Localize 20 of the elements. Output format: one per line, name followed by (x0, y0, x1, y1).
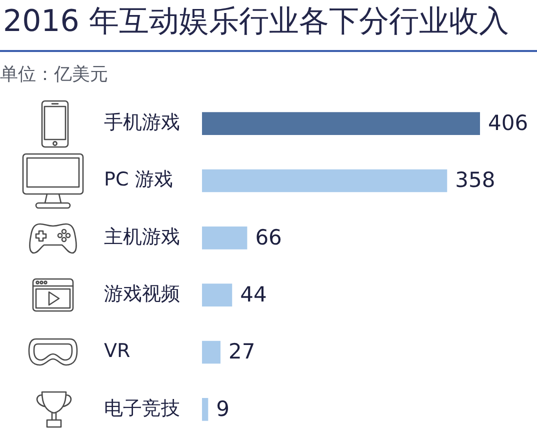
data-label: 358 (455, 168, 496, 192)
data-label: 44 (240, 282, 267, 307)
y-tick-label: 主机游戏 (104, 226, 180, 248)
data-label: 406 (488, 111, 528, 136)
y-tick-label: PC 游戏 (104, 168, 173, 191)
y-tick-label: VR (104, 340, 130, 362)
bar (202, 226, 248, 250)
bar (202, 284, 232, 307)
data-label: 27 (228, 340, 256, 364)
bar (202, 398, 208, 421)
data-label: 66 (255, 225, 282, 250)
data-label: 9 (216, 396, 230, 421)
bar (202, 340, 220, 364)
text: 单位：亿美元 (0, 64, 108, 86)
y-tick-label: 游戏视频 (104, 283, 180, 306)
y-tick-label: 手机游戏 (104, 112, 180, 134)
bar (202, 112, 480, 136)
chart-title: 2016 年互动娱乐行业各下分行业收入 (3, 4, 509, 40)
bar (202, 169, 448, 192)
y-tick-label: 电子竞技 (104, 397, 180, 420)
